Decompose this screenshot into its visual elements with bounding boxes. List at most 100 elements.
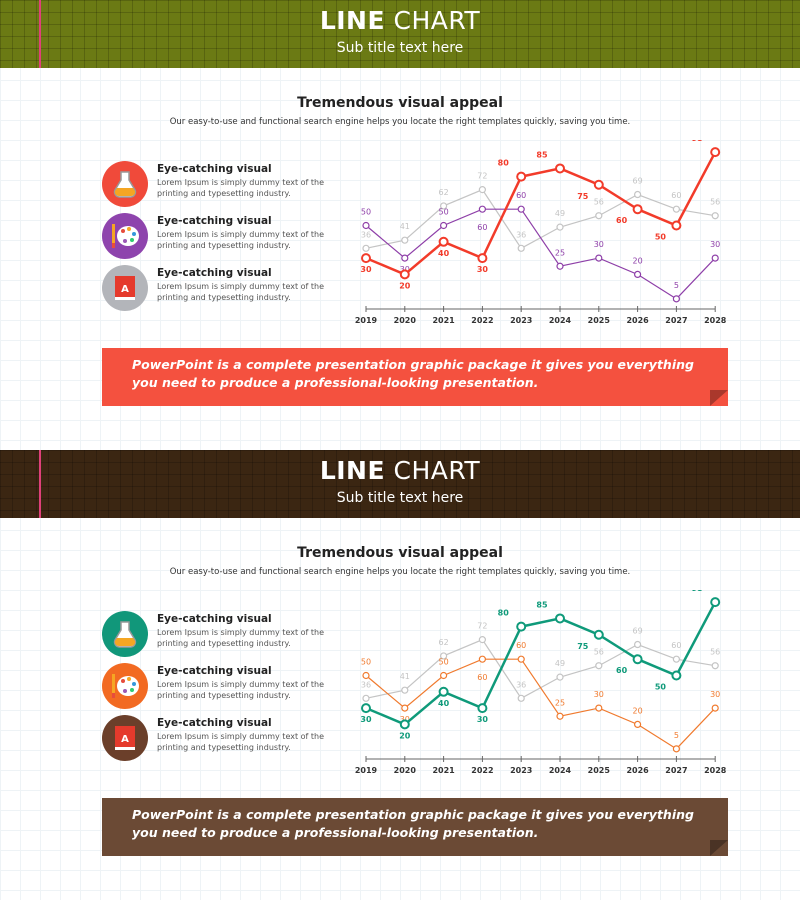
data-label: 69 [633,627,643,636]
feature-text: Lorem Ipsum is simply dummy text of the … [157,230,325,250]
line-chart: 2019 2020 2021 2022 2023 2024 2025 2026 2027 2028… [355,140,727,325]
data-label: 69 [633,177,643,186]
line-chart: 2019 2020 2021 2022 2023 2024 2025 2026 2027 2028… [355,590,727,775]
data-label: 36 [361,680,371,689]
feature-item: Eye-catching visual Lorem Ipsum is simpl… [102,611,332,657]
data-label: 20 [399,281,411,290]
data-point [516,171,527,182]
section-heading: Tremendous visual appeal [297,95,503,111]
data-label: 60 [671,641,681,650]
data-point [634,270,642,278]
data-point [555,613,565,624]
data-label: 56 [594,648,604,657]
data-label: 75 [577,192,589,201]
data-label: 56 [710,648,720,657]
data-point [634,640,642,649]
data-point [439,221,448,230]
x-tick-label: 2023 [510,766,532,775]
data-point [671,670,682,681]
feature-item: Eye-catching visual Lorem Ipsum is simpl… [102,213,332,259]
data-label: 60 [616,216,628,225]
series-line [365,601,717,726]
flask-icon [102,611,148,657]
data-label: 50 [655,233,667,242]
data-label: 60 [516,191,526,200]
data-point [710,597,721,608]
feature-text: Lorem Ipsum is simply dummy text of the … [157,680,325,700]
feature-text: Lorem Ipsum is simply dummy text of the … [157,732,325,752]
data-point [711,212,719,220]
data-point [634,190,642,199]
data-point [439,652,448,660]
x-tick-label: 2021 [432,766,455,775]
data-point [711,662,719,670]
data-point [478,655,486,663]
data-point [672,295,680,303]
banner-text: PowerPoint is a complete presentation gr… [132,357,694,390]
data-point [399,719,410,730]
data-label: 41 [400,222,410,231]
feature-text: Lorem Ipsum is simply dummy text of the … [157,628,325,648]
data-label: 50 [655,683,667,692]
x-tick-label: 2024 [549,316,572,325]
data-point [478,205,486,213]
data-label: 30 [594,690,604,699]
data-label: 36 [516,680,526,689]
data-point [595,254,603,262]
feature-text: Lorem Ipsum is simply dummy text of the … [157,178,325,198]
data-label: 60 [671,191,681,200]
data-point [556,673,564,681]
data-point [711,704,719,712]
book-icon: A [102,715,148,761]
svg-text:A: A [121,734,129,745]
callout-banner: PowerPoint is a complete presentation gr… [102,798,728,856]
data-label: 30 [477,265,489,274]
data-label: 85 [536,150,548,159]
data-label: 36 [516,230,526,239]
feature-text: Lorem Ipsum is simply dummy text of the … [157,282,325,302]
data-label: 49 [555,659,565,668]
slide-header: LINE CHART Sub title text here [0,450,800,518]
title-rest: CHART [393,6,481,35]
data-point [399,269,410,280]
data-label: 20 [633,256,643,265]
title-bold: LINE [319,456,386,485]
data-point [477,253,488,264]
data-point [517,655,525,663]
palette-icon [102,663,148,709]
feature-item: A Eye-catching visual Lorem Ipsum is sim… [102,265,332,311]
data-label: 5 [674,731,679,740]
data-label: 50 [361,208,371,217]
data-label: 80 [498,159,510,168]
data-label: 62 [439,638,449,647]
slide-subtitle: Sub title text here [336,40,464,56]
data-point [439,202,448,210]
data-point [556,262,564,270]
feature-item: A Eye-catching visual Lorem Ipsum is sim… [102,715,332,761]
data-point [634,720,642,728]
data-point [595,212,603,220]
feature-title: Eye-catching visual [157,163,272,175]
data-point [593,179,604,190]
feature-item: Eye-catching visual Lorem Ipsum is simpl… [102,663,332,709]
data-point [401,686,409,694]
data-point [477,703,488,714]
feature-title: Eye-catching visual [157,215,272,227]
data-point [438,686,449,697]
data-label: 5 [674,281,679,290]
x-tick-label: 2027 [665,316,687,325]
data-label: 20 [399,731,411,740]
x-tick-label: 2025 [588,766,611,775]
data-point [632,654,643,665]
data-point [438,236,449,247]
data-point [401,254,409,262]
page-fold [710,840,728,856]
data-point [593,629,604,640]
feature-title: Eye-catching visual [157,613,272,625]
slide-title: LINE CHART [0,6,800,35]
feature-item: Eye-catching visual Lorem Ipsum is simpl… [102,161,332,207]
feature-title: Eye-catching visual [157,665,272,677]
slide: LINE CHART Sub title text here Tremendou… [0,0,800,450]
book-icon: A [102,265,148,311]
data-point [362,694,370,702]
